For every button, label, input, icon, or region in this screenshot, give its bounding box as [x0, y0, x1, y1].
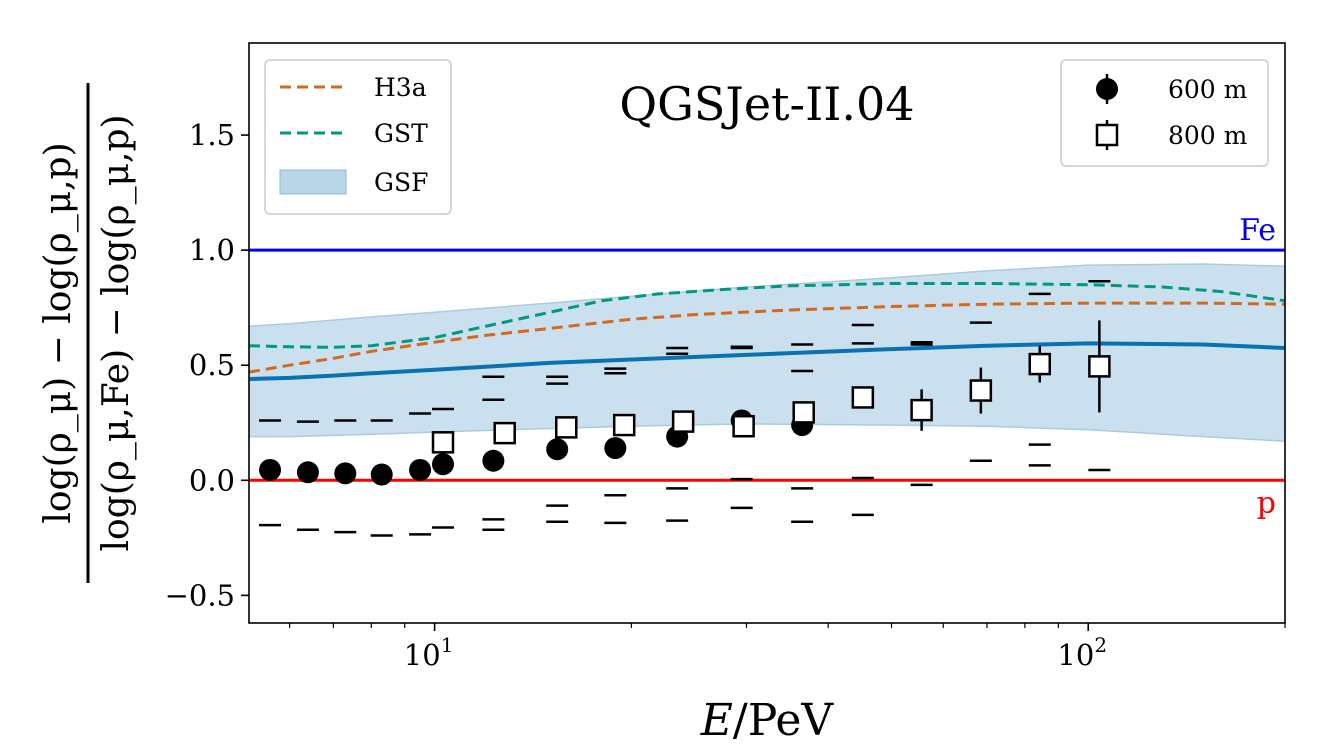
legend-h3a-label: H3a	[374, 73, 427, 102]
legend-gsf-swatch	[279, 169, 347, 195]
x-axis-label-unit: /PeV	[733, 695, 834, 746]
800-m-point	[1088, 355, 1111, 378]
plot-border	[248, 42, 1286, 624]
600-m-point	[409, 458, 432, 481]
800-m-point	[910, 398, 933, 422]
systematic-caps	[259, 279, 1111, 537]
p-line-label: p	[1257, 486, 1276, 521]
model-lines	[249, 282, 1285, 381]
800-m-point	[612, 413, 636, 437]
y-tick-label: −0.5	[165, 578, 235, 612]
legend-600m-marker	[1096, 78, 1118, 100]
plot-frame	[248, 42, 1286, 624]
legend-right: 600 m 800 m	[1060, 59, 1269, 167]
x-tick-exponent: 1	[441, 633, 454, 657]
h3a-line	[249, 301, 1285, 374]
chart-title: QGSJet-II.04	[619, 77, 914, 131]
fe-line-label: Fe	[1239, 213, 1276, 248]
y-axis-label: log(ρ_μ) − log(ρ_μ,p) log(ρ_μ,Fe) − log(…	[38, 83, 137, 583]
gsf-line	[249, 341, 1285, 381]
800-m-point	[969, 379, 993, 402]
x-axis-label-symbol: E	[700, 695, 733, 746]
legend-left: H3a GST GSF	[264, 59, 452, 215]
800-m-point	[851, 386, 875, 409]
legend-600m-label: 600 m	[1168, 75, 1248, 104]
legend-800m-label: 800 m	[1168, 121, 1248, 150]
800-m-point	[555, 416, 578, 439]
data-points	[259, 320, 1111, 486]
y-axis-label-denominator: log(ρ_μ,Fe) − log(ρ_μ,p)	[96, 114, 137, 551]
y-tick-label: 0.0	[189, 463, 235, 497]
600-m-point	[482, 449, 505, 472]
600-m-point	[370, 463, 393, 486]
x-tick-label: 101	[404, 633, 454, 672]
600-m-point	[259, 458, 282, 481]
800-m-point	[493, 421, 516, 445]
800-m-point	[1028, 352, 1052, 376]
800-m-point	[792, 401, 815, 424]
legend-gst-label: GST	[374, 119, 428, 148]
600-m-point	[296, 461, 319, 484]
x-tick-label: 102	[1057, 633, 1107, 672]
gst-line	[249, 282, 1285, 349]
x-axis-label: E/PeV	[700, 695, 835, 746]
x-tick-base: 10	[404, 638, 441, 672]
y-tick-label: 1.5	[189, 118, 235, 152]
600-m-point	[432, 453, 455, 476]
legend-800m-marker	[1095, 123, 1119, 147]
800-m-point	[431, 431, 455, 454]
600-m-point	[334, 462, 357, 485]
600-m-point	[546, 438, 569, 461]
y-axis-label-numerator: log(ρ_μ) − log(ρ_μ,p)	[38, 142, 79, 523]
y-tick-label: 1.0	[189, 233, 235, 267]
800-m-point	[732, 414, 755, 438]
x-tick-base: 10	[1057, 638, 1094, 672]
800-m-point	[671, 410, 695, 433]
legend-gsf-label: GSF	[374, 168, 428, 197]
x-tick-exponent: 2	[1094, 633, 1107, 657]
600-m-point	[604, 437, 627, 460]
y-tick-label: 0.5	[189, 348, 235, 382]
